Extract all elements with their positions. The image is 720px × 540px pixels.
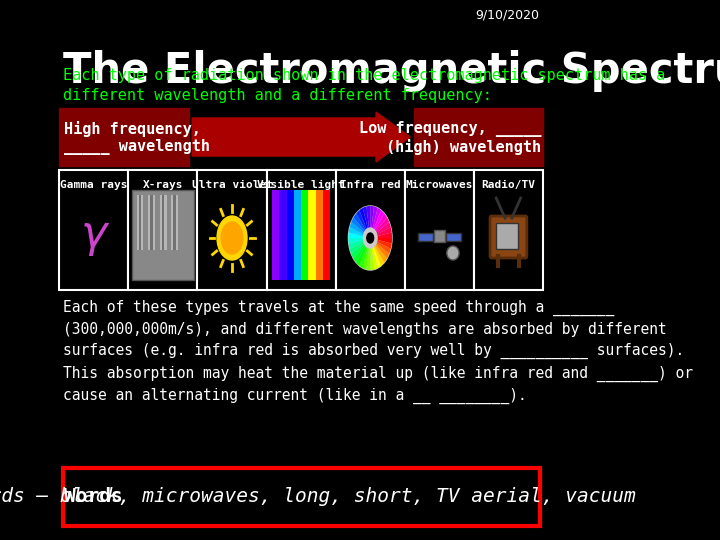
Bar [171,195,178,250]
Bar [301,190,308,280]
Wedge shape [370,227,392,238]
Bar [148,195,155,250]
Wedge shape [354,238,370,262]
Ellipse shape [447,246,459,260]
Bar [128,170,197,290]
Text: Each of these types travels at the same speed through a _______
(300,000,000m/s): Each of these types travels at the same … [63,300,693,404]
Wedge shape [370,238,374,270]
Text: Infra red: Infra red [340,180,400,190]
Wedge shape [370,232,392,238]
Bar [336,170,405,290]
Circle shape [364,228,377,248]
Bar [434,230,445,242]
Wedge shape [370,206,374,238]
Text: X-rays: X-rays [143,180,183,190]
Wedge shape [370,222,391,238]
Text: 9/10/2020: 9/10/2020 [476,8,539,21]
Bar [174,195,176,250]
Wedge shape [370,238,389,259]
Bar [323,190,330,280]
Circle shape [217,216,247,260]
Text: Words: Words [64,488,122,507]
Wedge shape [370,218,389,238]
Wedge shape [348,238,370,244]
Text: Microwaves: Microwaves [405,180,473,190]
Wedge shape [370,208,381,238]
Bar [266,170,336,290]
Wedge shape [356,238,370,266]
Wedge shape [366,206,370,238]
FancyBboxPatch shape [59,108,189,166]
Circle shape [348,206,392,270]
Wedge shape [370,238,384,266]
Wedge shape [363,206,370,238]
Wedge shape [350,222,370,238]
Wedge shape [348,238,370,249]
Bar [474,170,543,290]
Text: Gamma rays: Gamma rays [60,180,127,190]
Wedge shape [350,238,370,254]
FancyBboxPatch shape [63,468,539,526]
Wedge shape [370,210,384,238]
Wedge shape [370,206,378,238]
Bar [132,190,194,280]
FancyBboxPatch shape [413,108,543,166]
Bar [405,170,474,290]
Text: High frequency,
_____ wavelength: High frequency, _____ wavelength [64,121,210,155]
Bar [162,195,164,250]
Wedge shape [351,218,370,238]
Circle shape [366,233,374,243]
Wedge shape [348,232,370,238]
Wedge shape [359,238,370,268]
Wedge shape [366,238,370,270]
Wedge shape [370,213,387,238]
Bar [160,195,166,250]
Bar [138,195,141,250]
Text: Words – black, microwaves, long, short, TV aerial, vacuum: Words – black, microwaves, long, short, … [0,488,636,507]
Bar [418,233,433,241]
Text: The Electromagnetic Spectrum: The Electromagnetic Spectrum [63,50,720,92]
Bar [446,233,461,241]
Bar [315,190,323,280]
Bar [197,170,266,290]
Bar [496,223,518,249]
Text: Radio/TV: Radio/TV [482,180,536,190]
Text: Ultra violet: Ultra violet [192,180,273,190]
Wedge shape [351,238,370,259]
Wedge shape [370,238,378,269]
Wedge shape [370,238,392,249]
Wedge shape [363,238,370,269]
Wedge shape [370,238,387,262]
Text: Low frequency, _____
(high) wavelength: Low frequency, _____ (high) wavelength [359,121,541,156]
Circle shape [221,222,243,254]
Wedge shape [370,238,391,254]
Wedge shape [348,227,370,238]
Bar [59,170,128,290]
Bar [294,190,301,280]
Wedge shape [370,238,381,268]
Bar [150,195,153,250]
Bar [287,190,294,280]
Wedge shape [370,238,392,244]
Bar [132,190,194,280]
Wedge shape [354,213,370,238]
FancyArrow shape [192,112,410,162]
Wedge shape [356,210,370,238]
Bar [279,190,287,280]
Text: Visible light: Visible light [257,180,345,190]
FancyBboxPatch shape [490,216,527,258]
Bar [308,190,315,280]
Wedge shape [359,208,370,238]
Text: Each type of radiation shown in the electromagnetic spectrum has a
different wav: Each type of radiation shown in the elec… [63,68,665,103]
Bar [137,195,143,250]
Text: γ: γ [81,213,107,256]
Bar [272,190,279,280]
